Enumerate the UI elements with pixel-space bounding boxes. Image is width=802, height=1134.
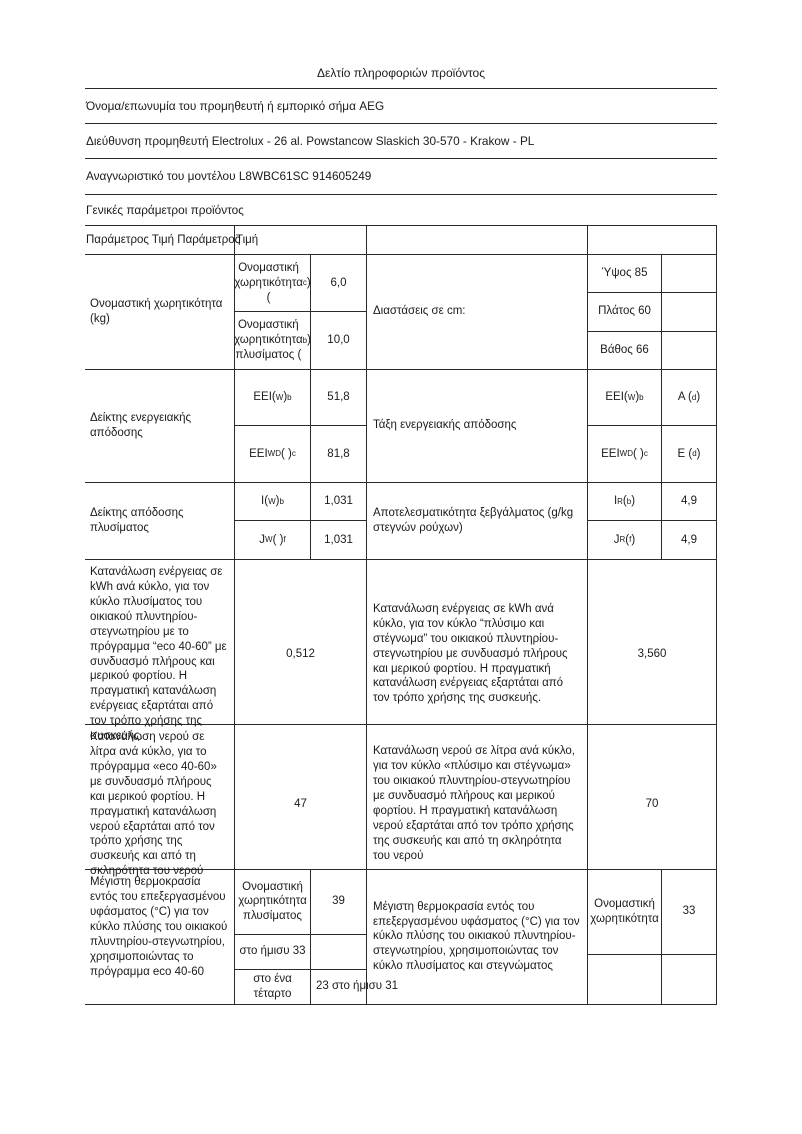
max-temp-subrow: στο ήμισυ 33 bbox=[235, 934, 366, 970]
eei-subrow: EEI(W) b 51,8 bbox=[235, 369, 366, 427]
dimension-height: Ύψος 85 bbox=[588, 254, 662, 293]
half-load-label: στο ήμισυ 33 bbox=[235, 934, 311, 969]
rated-wash-capacity-label: Ονομαστική χωρητικότητα πλυσίματος bbox=[235, 869, 311, 934]
energy-consumption-wd-label: Κατανάλωση ενέργειας σε kWh ανά κύκλο, γ… bbox=[367, 559, 588, 749]
dimension-width-value bbox=[662, 293, 716, 330]
water-consumption-row: Κατανάλωση νερού σε λίτρα ανά κύκλο, για… bbox=[85, 724, 717, 884]
supplier-address-row: Διεύθυνση προμηθευτή Electrolux - 26 al.… bbox=[85, 124, 717, 160]
max-temperature-wd-label: Μέγιστη θερμοκρασία εντός του επεξεργασμ… bbox=[367, 869, 588, 1004]
empty-value-cell bbox=[662, 955, 716, 1004]
capacity-subrow: Ονομαστική χωρητικότητα πλυσίματος (b) 1… bbox=[234, 312, 366, 369]
product-fiche-page: Δελτίο πληροφοριών προϊόντος Όνομα/επωνυ… bbox=[85, 0, 717, 1005]
rinse-subrow: J R(f) 4,9 bbox=[588, 521, 716, 559]
energy-consumption-value: 0,512 bbox=[235, 559, 367, 749]
jr-value: 4,9 bbox=[681, 533, 697, 546]
max-temperature-row: Μέγιστη θερμοκρασία εντός του επεξεργασμ… bbox=[85, 869, 717, 1005]
dimensions-subtable: Ύψος 85 Πλάτος 60 Βάθος 66 bbox=[588, 254, 717, 369]
table-header-row: Παράμετρος Τιμή Παράμετρος Τιμή bbox=[85, 225, 717, 255]
jw-value: 1,031 bbox=[324, 533, 353, 546]
rinse-subtable: I R(b) 4,9 J R(f) 4,9 bbox=[588, 482, 717, 559]
rated-capacity-value: 33 bbox=[682, 905, 696, 918]
iw-value: 1,031 bbox=[324, 495, 353, 508]
capacity-subtable: Ονομαστική χωρητικότητα (c) 6,0 Ονομαστι… bbox=[234, 254, 367, 369]
capacity-label: Ονομαστική χωρητικότητα (kg) bbox=[85, 254, 235, 369]
energy-index-label: Δείκτης ενεργειακής απόδοσης bbox=[85, 369, 235, 482]
header-empty-mid bbox=[367, 225, 588, 254]
energy-consumption-wd-value: 3,560 bbox=[588, 559, 717, 749]
ir-label: I R(b) bbox=[588, 482, 662, 521]
header-value-col: Τιμή bbox=[235, 225, 367, 254]
section-heading: Γενικές παράμετροι προϊόντος bbox=[85, 195, 717, 226]
rated-capacity-label: Ονομαστική χωρητικότητα bbox=[588, 869, 662, 954]
water-consumption-value: 47 bbox=[235, 724, 367, 884]
eei-wd-value: 81,8 bbox=[327, 447, 350, 460]
energy-class-subrow: EEI(W) b A (d) bbox=[588, 369, 716, 427]
dimension-subrow: Βάθος 66 bbox=[588, 331, 716, 369]
capacity-sub-label: Ονομαστική χωρητικότητα πλυσίματος (b) bbox=[234, 312, 311, 369]
rated-wash-capacity-value: 39 bbox=[332, 895, 345, 908]
max-temp-right-subtable: Ονομαστική χωρητικότητα 33 bbox=[588, 869, 717, 1004]
jw-label: J W( ) f bbox=[235, 521, 311, 559]
eei-w-label: EEI(W) b bbox=[235, 369, 311, 426]
capacity-sub-label: Ονομαστική χωρητικότητα (c) bbox=[234, 254, 311, 312]
wash-index-label: Δείκτης απόδοσης πλυσίματος bbox=[85, 482, 235, 559]
rinse-effectiveness-label: Αποτελεσματικότητα ξεβγάλματος (g/kg στε… bbox=[367, 482, 588, 559]
quarter-load-value: 23 στο ήμισυ 31 bbox=[316, 980, 399, 993]
energy-class-label: Τάξη ενεργειακής απόδοσης bbox=[367, 369, 588, 482]
max-temp-right-subrow bbox=[588, 954, 716, 1004]
iw-label: I(W) b bbox=[235, 482, 311, 521]
wash-index-row: Δείκτης απόδοσης πλυσίματος I(W) b 1,031 … bbox=[85, 482, 717, 560]
water-consumption-wd-value: 70 bbox=[588, 724, 717, 884]
energy-index-subtable: EEI(W) b 51,8 EEI WD( ) c 81,8 bbox=[235, 369, 367, 482]
ir-value: 4,9 bbox=[681, 495, 697, 508]
energy-consumption-row: Κατανάλωση ενέργειας σε kWh ανά κύκλο, γ… bbox=[85, 559, 717, 749]
quarter-load-label: στο ένα τέταρτο bbox=[235, 969, 311, 1004]
rinse-subrow: I R(b) 4,9 bbox=[588, 482, 716, 522]
header-empty-right bbox=[588, 225, 717, 254]
eei-w-class-value: A (d) bbox=[677, 391, 701, 404]
max-temperature-subtable: Ονομαστική χωρητικότητα πλυσίματος 39 στ… bbox=[235, 869, 398, 1004]
capacity-subrow: Ονομαστική χωρητικότητα (c) 6,0 bbox=[234, 254, 366, 313]
dimension-depth-value bbox=[662, 332, 716, 369]
page-title: Δελτίο πληροφοριών προϊόντος bbox=[85, 66, 717, 89]
energy-class-subrow: EEI WD( ) c E (d) bbox=[588, 426, 716, 482]
energy-class-subtable: EEI(W) b A (d) EEI WD( ) c E (d) bbox=[588, 369, 717, 482]
water-consumption-wd-label: Κατανάλωση νερού σε λίτρα ανά κύκλο, για… bbox=[367, 724, 588, 884]
eei-wd-class-label: EEI WD( ) c bbox=[588, 426, 662, 482]
max-temp-subrow: Ονομαστική χωρητικότητα πλυσίματος 39 bbox=[235, 869, 366, 935]
supplier-name-row: Όνομα/επωνυμία του προμηθευτή ή εμπορικό… bbox=[85, 89, 717, 124]
dimension-subrow: Πλάτος 60 bbox=[588, 293, 716, 332]
capacity-sub-value: 10,0 bbox=[327, 334, 350, 347]
eei-w-value: 51,8 bbox=[327, 391, 350, 404]
jr-label: J R(f) bbox=[588, 521, 662, 559]
max-temperature-label: Μέγιστη θερμοκρασία εντός του επεξεργασμ… bbox=[85, 869, 235, 1004]
max-temp-right-subrow: Ονομαστική χωρητικότητα 33 bbox=[588, 869, 716, 955]
eei-wd-class-value: E (d) bbox=[677, 447, 701, 460]
capacity-sub-value: 6,0 bbox=[330, 276, 347, 289]
eei-w-class-label: EEI(W) b bbox=[588, 369, 662, 426]
empty-label-cell bbox=[588, 954, 662, 1004]
capacity-row: Ονομαστική χωρητικότητα (kg) Ονομαστική … bbox=[85, 254, 717, 370]
dimension-depth: Βάθος 66 bbox=[588, 331, 662, 369]
dimension-width: Πλάτος 60 bbox=[588, 293, 662, 331]
dimension-height-value bbox=[662, 255, 716, 292]
dimensions-label: Διαστάσεις σε cm: bbox=[367, 254, 588, 369]
half-load-value bbox=[311, 935, 366, 969]
max-temp-subrow: στο ένα τέταρτο 23 στο ήμισυ 31 bbox=[235, 969, 398, 1004]
model-id-row: Αναγνωριστικό του μοντέλου L8WBC61SC 914… bbox=[85, 159, 717, 195]
energy-index-row: Δείκτης ενεργειακής απόδοσης EEI(W) b 51,… bbox=[85, 369, 717, 483]
wash-index-subtable: I(W) b 1,031 J W( ) f 1,031 bbox=[235, 482, 367, 559]
wash-index-subrow: J W( ) f 1,031 bbox=[235, 521, 366, 559]
wash-index-subrow: I(W) b 1,031 bbox=[235, 482, 366, 522]
dimension-subrow: Ύψος 85 bbox=[588, 254, 716, 294]
energy-consumption-label: Κατανάλωση ενέργειας σε kWh ανά κύκλο, γ… bbox=[85, 559, 235, 749]
eei-wd-label: EEI WD( ) c bbox=[235, 426, 311, 482]
water-consumption-label: Κατανάλωση νερού σε λίτρα ανά κύκλο, για… bbox=[85, 724, 235, 884]
eei-subrow: EEI WD( ) c 81,8 bbox=[235, 426, 366, 482]
header-parameter-col: Παράμετρος Τιμή Παράμετρος bbox=[85, 225, 240, 254]
parameters-table: Παράμετρος Τιμή Παράμετρος Τιμή Ονομαστι… bbox=[85, 225, 717, 1005]
